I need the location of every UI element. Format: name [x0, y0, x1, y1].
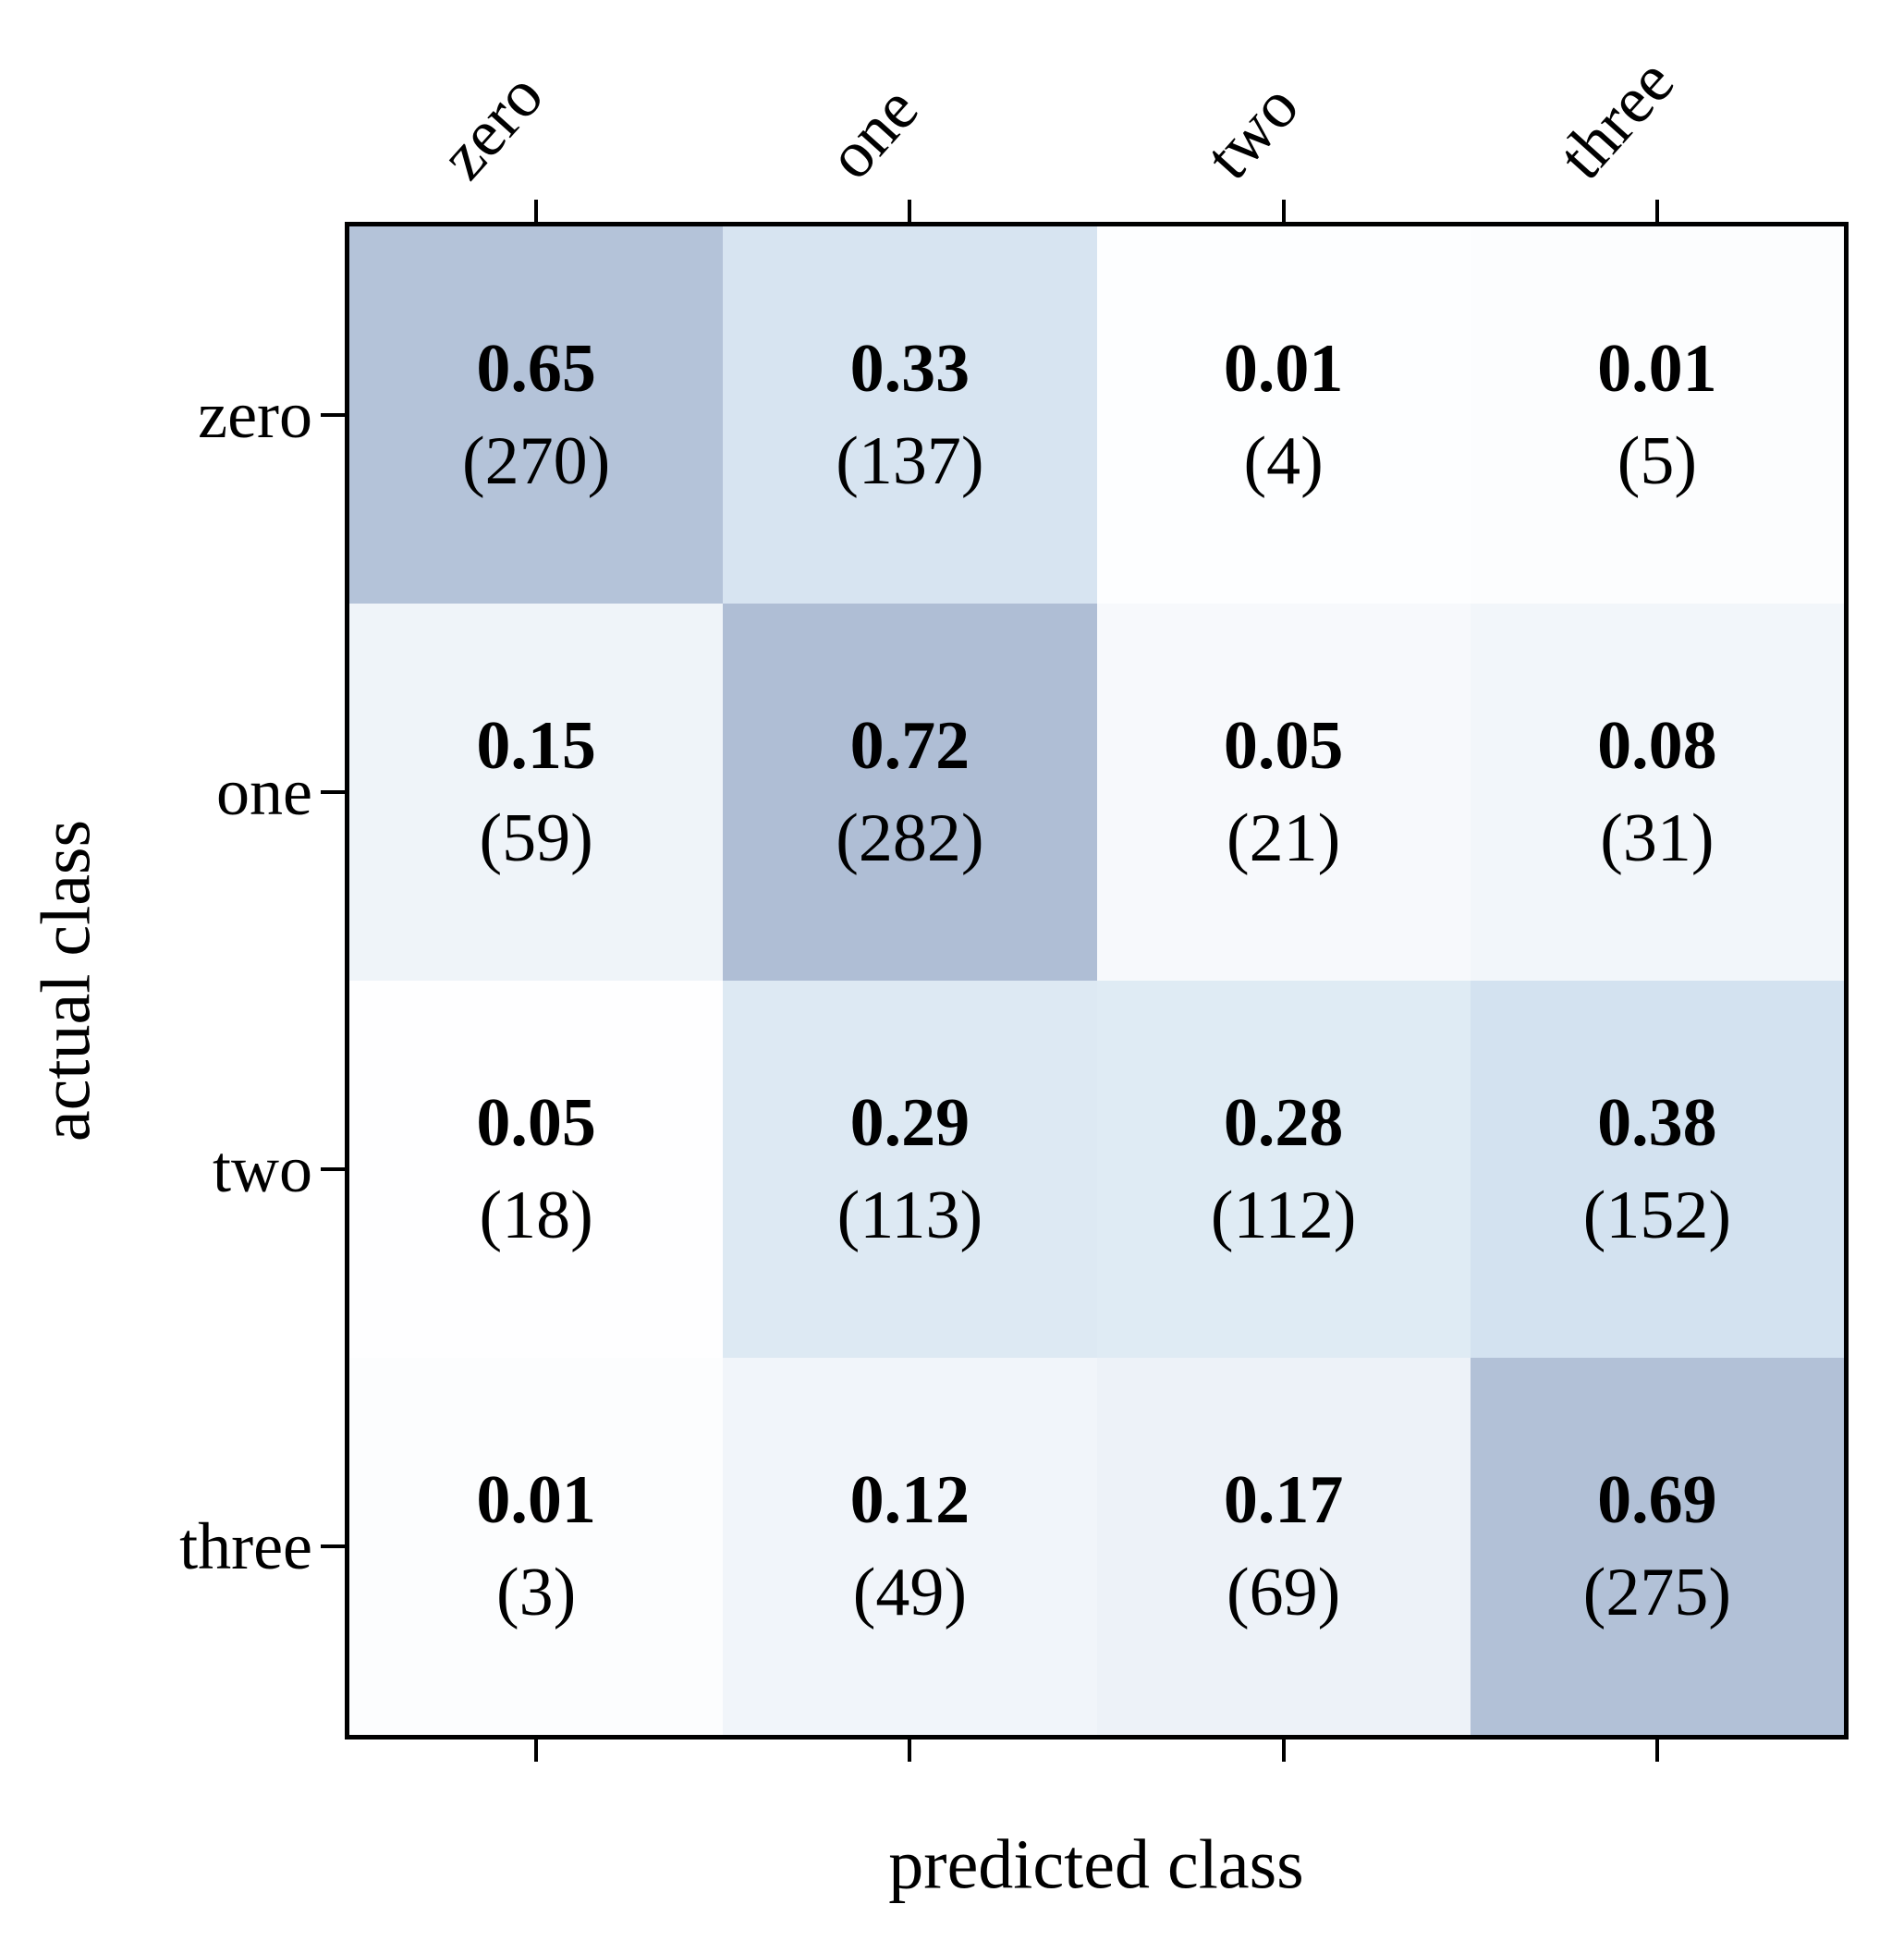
cell-three-one: 0.12 (49) [723, 1358, 1097, 1735]
cell-three-zero: 0.01 (3) [349, 1358, 724, 1735]
cell-zero-two: 0.01 (4) [1096, 226, 1471, 604]
x-tick-bottom-three [1655, 1738, 1659, 1762]
y-tick-two [321, 1167, 345, 1171]
y-tick-label-two: two [213, 1132, 312, 1206]
cell-count: (49) [852, 1555, 968, 1630]
cell-two-zero: 0.05 (18) [349, 981, 724, 1358]
cell-proportion: 0.01 [1223, 331, 1344, 407]
y-tick-three [321, 1544, 345, 1548]
cell-count: (31) [1600, 800, 1715, 876]
cell-count: (18) [479, 1178, 593, 1253]
cell-count: (21) [1226, 800, 1341, 876]
x-tick-top-one [908, 200, 911, 224]
x-tick-bottom-two [1282, 1738, 1286, 1762]
cell-zero-zero: 0.65 (270) [349, 226, 724, 604]
cell-count: (3) [495, 1555, 577, 1630]
y-tick-zero [321, 413, 345, 417]
cell-count: (59) [479, 800, 593, 876]
x-tick-label-three: three [1544, 44, 1689, 193]
cell-two-one: 0.29 (113) [723, 981, 1097, 1358]
cell-count: (112) [1210, 1178, 1357, 1253]
y-tick-label-zero: zero [198, 378, 312, 452]
cell-one-two: 0.05 (21) [1096, 604, 1471, 981]
x-tick-top-zero [534, 200, 538, 224]
cell-proportion: 0.29 [849, 1085, 970, 1161]
cell-proportion: 0.08 [1597, 708, 1717, 784]
cell-one-zero: 0.15 (59) [349, 604, 724, 981]
x-tick-label-one: one [812, 71, 933, 193]
matrix-grid: 0.65 (270) 0.33 (137) 0.01 (4) 0.01 (5) … [349, 226, 1844, 1735]
cell-count: (282) [836, 800, 984, 876]
y-tick-label-three: three [179, 1509, 312, 1583]
cell-three-three: 0.69 (275) [1470, 1358, 1844, 1735]
x-tick-label-zero: zero [425, 58, 557, 193]
x-tick-bottom-zero [534, 1738, 538, 1762]
cell-proportion: 0.38 [1597, 1085, 1717, 1161]
cell-proportion: 0.12 [849, 1462, 970, 1538]
matrix-border: 0.65 (270) 0.33 (137) 0.01 (4) 0.01 (5) … [345, 222, 1849, 1740]
cell-two-two: 0.28 (112) [1096, 981, 1471, 1358]
cell-count: (152) [1582, 1178, 1732, 1253]
x-tick-label-two: two [1190, 68, 1313, 193]
cell-two-three: 0.38 (152) [1470, 981, 1844, 1358]
x-tick-top-two [1282, 200, 1286, 224]
y-axis-title: actual class [27, 819, 105, 1142]
cell-three-two: 0.17 (69) [1096, 1358, 1471, 1735]
cell-one-three: 0.08 (31) [1470, 604, 1844, 981]
y-tick-label-one: one [216, 755, 312, 829]
cell-count: (5) [1617, 423, 1698, 499]
x-tick-bottom-one [908, 1738, 911, 1762]
cell-proportion: 0.69 [1597, 1462, 1717, 1538]
cell-count: (113) [836, 1178, 983, 1253]
cell-count: (270) [461, 423, 611, 499]
x-tick-top-three [1655, 200, 1659, 224]
x-axis-title: predicted class [888, 1825, 1304, 1904]
cell-proportion: 0.17 [1223, 1462, 1344, 1538]
cell-proportion: 0.33 [849, 331, 970, 407]
cell-proportion: 0.05 [476, 1085, 596, 1161]
cell-count: (137) [836, 423, 984, 499]
cell-proportion: 0.28 [1223, 1085, 1344, 1161]
cell-proportion: 0.15 [476, 708, 596, 784]
cell-proportion: 0.01 [1597, 331, 1717, 407]
cell-proportion: 0.01 [476, 1462, 596, 1538]
y-tick-one [321, 790, 345, 794]
cell-count: (4) [1243, 423, 1324, 499]
cell-count: (69) [1226, 1555, 1341, 1630]
cell-one-one: 0.72 (282) [723, 604, 1097, 981]
cell-proportion: 0.05 [1223, 708, 1344, 784]
cell-zero-one: 0.33 (137) [723, 226, 1097, 604]
cell-proportion: 0.65 [476, 331, 596, 407]
cell-count: (275) [1582, 1555, 1732, 1630]
cell-proportion: 0.72 [849, 708, 970, 784]
cell-zero-three: 0.01 (5) [1470, 226, 1844, 604]
